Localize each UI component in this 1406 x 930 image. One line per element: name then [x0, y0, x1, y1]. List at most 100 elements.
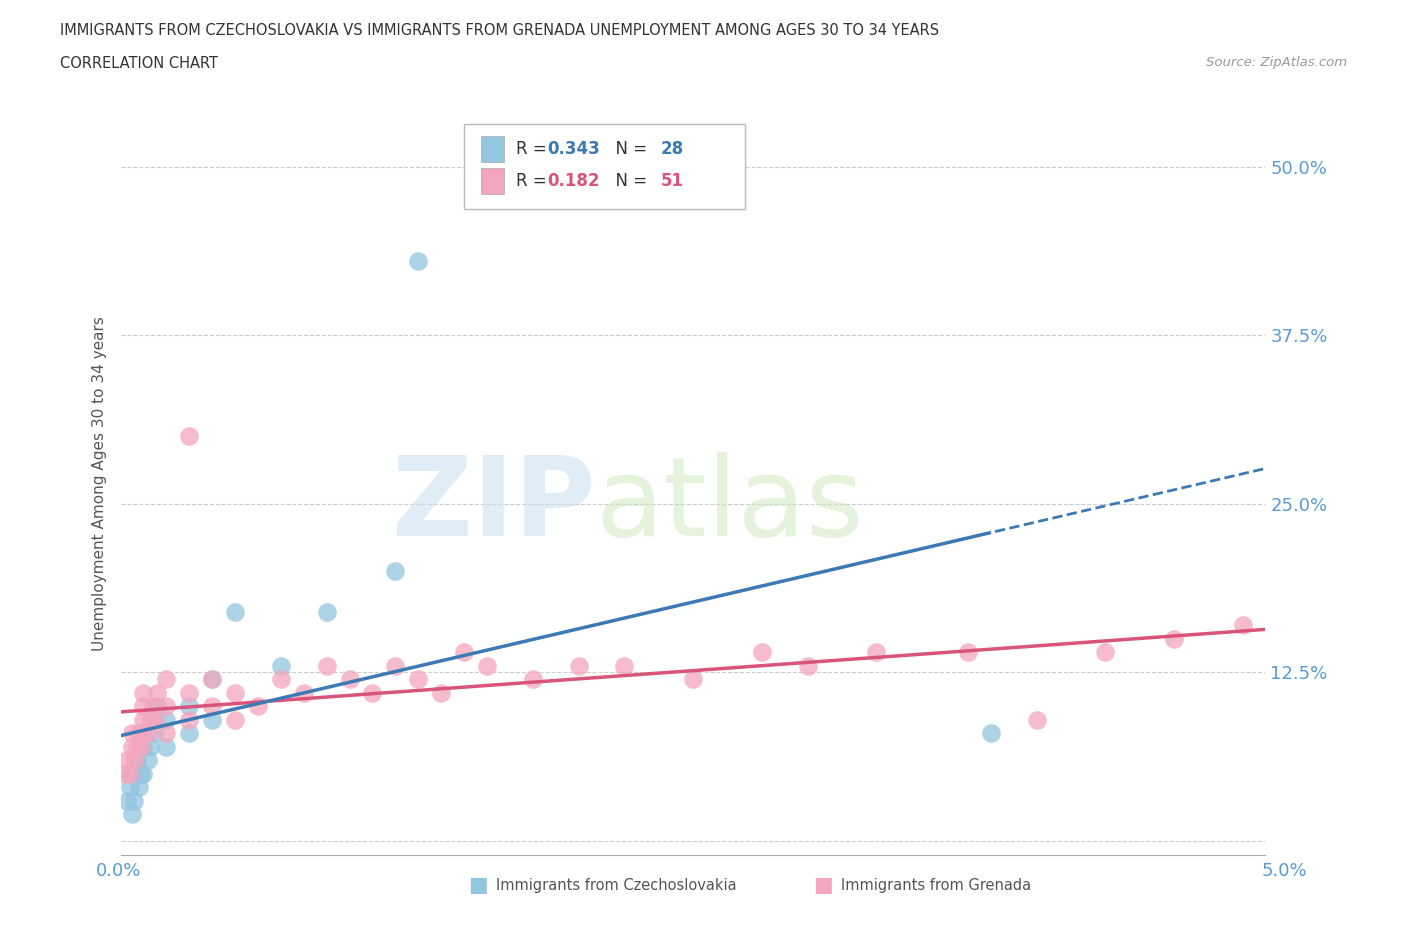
Point — [155, 671, 177, 686]
Point — [139, 712, 162, 727]
Point — [121, 806, 143, 821]
Point — [132, 712, 155, 727]
Text: 0.343: 0.343 — [547, 140, 600, 158]
Text: 51: 51 — [661, 172, 683, 191]
FancyBboxPatch shape — [464, 124, 745, 209]
Point — [179, 429, 201, 444]
Point — [114, 766, 136, 781]
Point — [132, 766, 155, 781]
Text: 0.0%: 0.0% — [96, 862, 141, 880]
Point — [179, 698, 201, 713]
Point — [122, 793, 145, 808]
Point — [125, 752, 148, 767]
Point — [146, 685, 169, 700]
Text: IMMIGRANTS FROM CZECHOSLOVAKIA VS IMMIGRANTS FROM GRENADA UNEMPLOYMENT AMONG AGE: IMMIGRANTS FROM CZECHOSLOVAKIA VS IMMIGR… — [60, 23, 939, 38]
Text: N =: N = — [605, 140, 652, 158]
Point — [522, 671, 544, 686]
Point — [406, 254, 429, 269]
Point — [224, 712, 246, 727]
Point — [246, 698, 269, 713]
Point — [128, 725, 150, 740]
Y-axis label: Unemployment Among Ages 30 to 34 years: Unemployment Among Ages 30 to 34 years — [93, 316, 107, 651]
Point — [121, 739, 143, 754]
Point — [1025, 712, 1047, 727]
Point — [143, 712, 166, 727]
Point — [613, 658, 636, 673]
Point — [201, 712, 224, 727]
Text: R =: R = — [516, 172, 551, 191]
Point — [179, 685, 201, 700]
Point — [129, 766, 152, 781]
Point — [132, 725, 155, 740]
Point — [682, 671, 704, 686]
Point — [384, 564, 406, 578]
Point — [865, 644, 887, 659]
Point — [118, 779, 141, 794]
Point — [155, 712, 177, 727]
Point — [122, 752, 145, 767]
Point — [118, 766, 141, 781]
Point — [292, 685, 315, 700]
Point — [453, 644, 475, 659]
Point — [155, 739, 177, 754]
Point — [339, 671, 361, 686]
Text: ZIP: ZIP — [392, 452, 596, 559]
Point — [1163, 631, 1185, 646]
Point — [129, 739, 152, 754]
FancyBboxPatch shape — [481, 137, 505, 163]
Point — [117, 752, 139, 767]
Point — [430, 685, 453, 700]
Point — [384, 658, 406, 673]
Text: 0.182: 0.182 — [547, 172, 600, 191]
Point — [361, 685, 384, 700]
Point — [224, 685, 246, 700]
Point — [956, 644, 979, 659]
Text: 28: 28 — [661, 140, 685, 158]
Point — [406, 671, 429, 686]
Point — [567, 658, 589, 673]
Point — [125, 739, 148, 754]
Point — [142, 712, 165, 727]
Point — [1094, 644, 1116, 659]
FancyBboxPatch shape — [481, 168, 505, 194]
Point — [132, 685, 155, 700]
Point — [796, 658, 818, 673]
Point — [201, 671, 224, 686]
Point — [136, 725, 159, 740]
Text: 5.0%: 5.0% — [1263, 862, 1308, 880]
Point — [155, 698, 177, 713]
Point — [155, 725, 177, 740]
Point — [121, 725, 143, 740]
Point — [980, 725, 1002, 740]
Point — [117, 793, 139, 808]
Text: R =: R = — [516, 140, 551, 158]
Text: ■: ■ — [813, 875, 832, 896]
Text: N =: N = — [605, 172, 652, 191]
Point — [179, 712, 201, 727]
Text: Immigrants from Czechoslovakia: Immigrants from Czechoslovakia — [496, 878, 737, 893]
Point — [201, 671, 224, 686]
Text: atlas: atlas — [596, 452, 865, 559]
Point — [132, 725, 155, 740]
Point — [270, 658, 292, 673]
Text: ■: ■ — [468, 875, 488, 896]
Point — [201, 698, 224, 713]
Point — [224, 604, 246, 619]
Point — [751, 644, 773, 659]
Point — [179, 725, 201, 740]
Point — [143, 725, 166, 740]
Point — [315, 658, 337, 673]
Text: Immigrants from Grenada: Immigrants from Grenada — [841, 878, 1031, 893]
Point — [121, 766, 143, 781]
Point — [139, 739, 162, 754]
Point — [128, 779, 150, 794]
Point — [142, 698, 165, 713]
Point — [1232, 618, 1254, 632]
Point — [132, 739, 155, 754]
Point — [315, 604, 337, 619]
Text: CORRELATION CHART: CORRELATION CHART — [60, 56, 218, 71]
Point — [132, 698, 155, 713]
Point — [136, 752, 159, 767]
Point — [146, 698, 169, 713]
Point — [270, 671, 292, 686]
